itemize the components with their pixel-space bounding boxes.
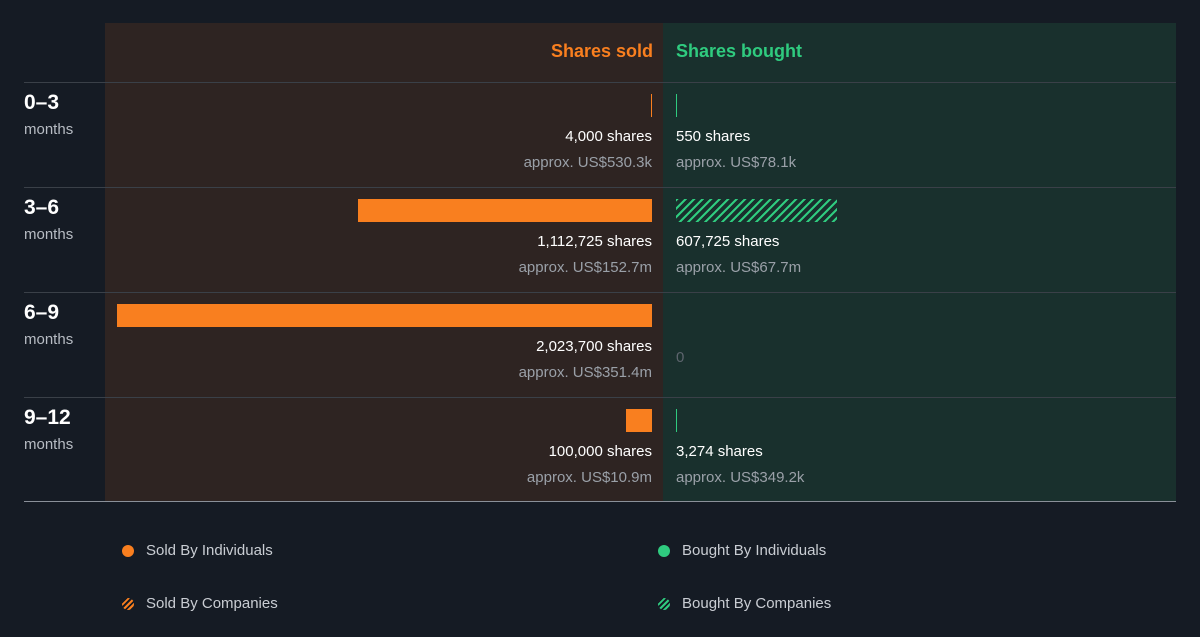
- bought-bar: [676, 409, 677, 432]
- legend-item-bought: Bought By Individuals: [658, 541, 826, 561]
- period-unit: months: [24, 436, 74, 453]
- row-divider: [24, 397, 1176, 398]
- bought-value-label: approx. US$78.1k: [676, 154, 797, 171]
- period-label-group: 6–9 months: [24, 300, 73, 350]
- sold-value-label: approx. US$152.7m: [518, 259, 652, 276]
- shares-sold-header: Shares sold: [550, 41, 653, 61]
- sold-shares-label: 4,000 shares: [565, 128, 652, 145]
- legend-swatch: [122, 545, 134, 557]
- chart-baseline: [24, 501, 1176, 502]
- row-divider: [24, 82, 1176, 83]
- legend-swatch: [658, 598, 670, 610]
- period-unit: months: [24, 121, 74, 138]
- sold-shares-label: 100,000 shares: [548, 443, 652, 460]
- bought-shares-label: 607,725 shares: [676, 233, 780, 250]
- legend-item-sold-co: Sold By Companies: [122, 594, 278, 614]
- sold-shares-label: 1,112,725 shares: [537, 233, 652, 250]
- period-label-group: 9–12 months: [24, 405, 73, 455]
- period-label-group: 0–3 months: [24, 90, 73, 140]
- bought-bar: [676, 199, 837, 222]
- shares-bought-panel: [663, 23, 1176, 502]
- legend-label: Bought By Companies: [682, 595, 832, 612]
- sold-shares-label: 2,023,700 shares: [536, 338, 652, 355]
- bought-shares-label: 550 shares: [676, 128, 751, 145]
- legend-swatch: [122, 598, 134, 610]
- period-label: 9–12: [24, 406, 71, 429]
- legend-label: Sold By Companies: [146, 595, 278, 612]
- sold-value-label: approx. US$10.9m: [526, 469, 652, 486]
- legend-swatch: [658, 545, 670, 557]
- bought-value-label: approx. US$67.7m: [676, 259, 802, 276]
- bought-zero-label: 0: [676, 349, 685, 366]
- sold-bar: [117, 304, 652, 327]
- sold-value-label: approx. US$351.4m: [518, 364, 652, 381]
- sold-bar: [358, 199, 652, 222]
- period-unit: months: [24, 226, 74, 243]
- period-label: 6–9: [24, 301, 60, 324]
- sold-bar: [626, 409, 652, 432]
- period-label-group: 3–6 months: [24, 195, 73, 245]
- sold-bar: [651, 94, 652, 117]
- bought-bar: [676, 94, 677, 117]
- bought-value-label: approx. US$349.2k: [676, 469, 805, 486]
- shares-sold-panel: [105, 23, 663, 502]
- period-unit: months: [24, 331, 74, 348]
- legend-item-bought-co: Bought By Companies: [658, 594, 831, 614]
- row-divider: [24, 187, 1176, 188]
- shares-bought-header: Shares bought: [676, 41, 803, 61]
- row-divider: [24, 292, 1176, 293]
- bought-shares-label: 3,274 shares: [676, 443, 763, 460]
- legend-label: Sold By Individuals: [146, 542, 273, 559]
- period-label: 0–3: [24, 91, 60, 114]
- sold-value-label: approx. US$530.3k: [523, 154, 652, 171]
- period-label: 3–6: [24, 196, 60, 219]
- legend-label: Bought By Individuals: [682, 542, 827, 559]
- legend-item-sold: Sold By Individuals: [122, 541, 273, 561]
